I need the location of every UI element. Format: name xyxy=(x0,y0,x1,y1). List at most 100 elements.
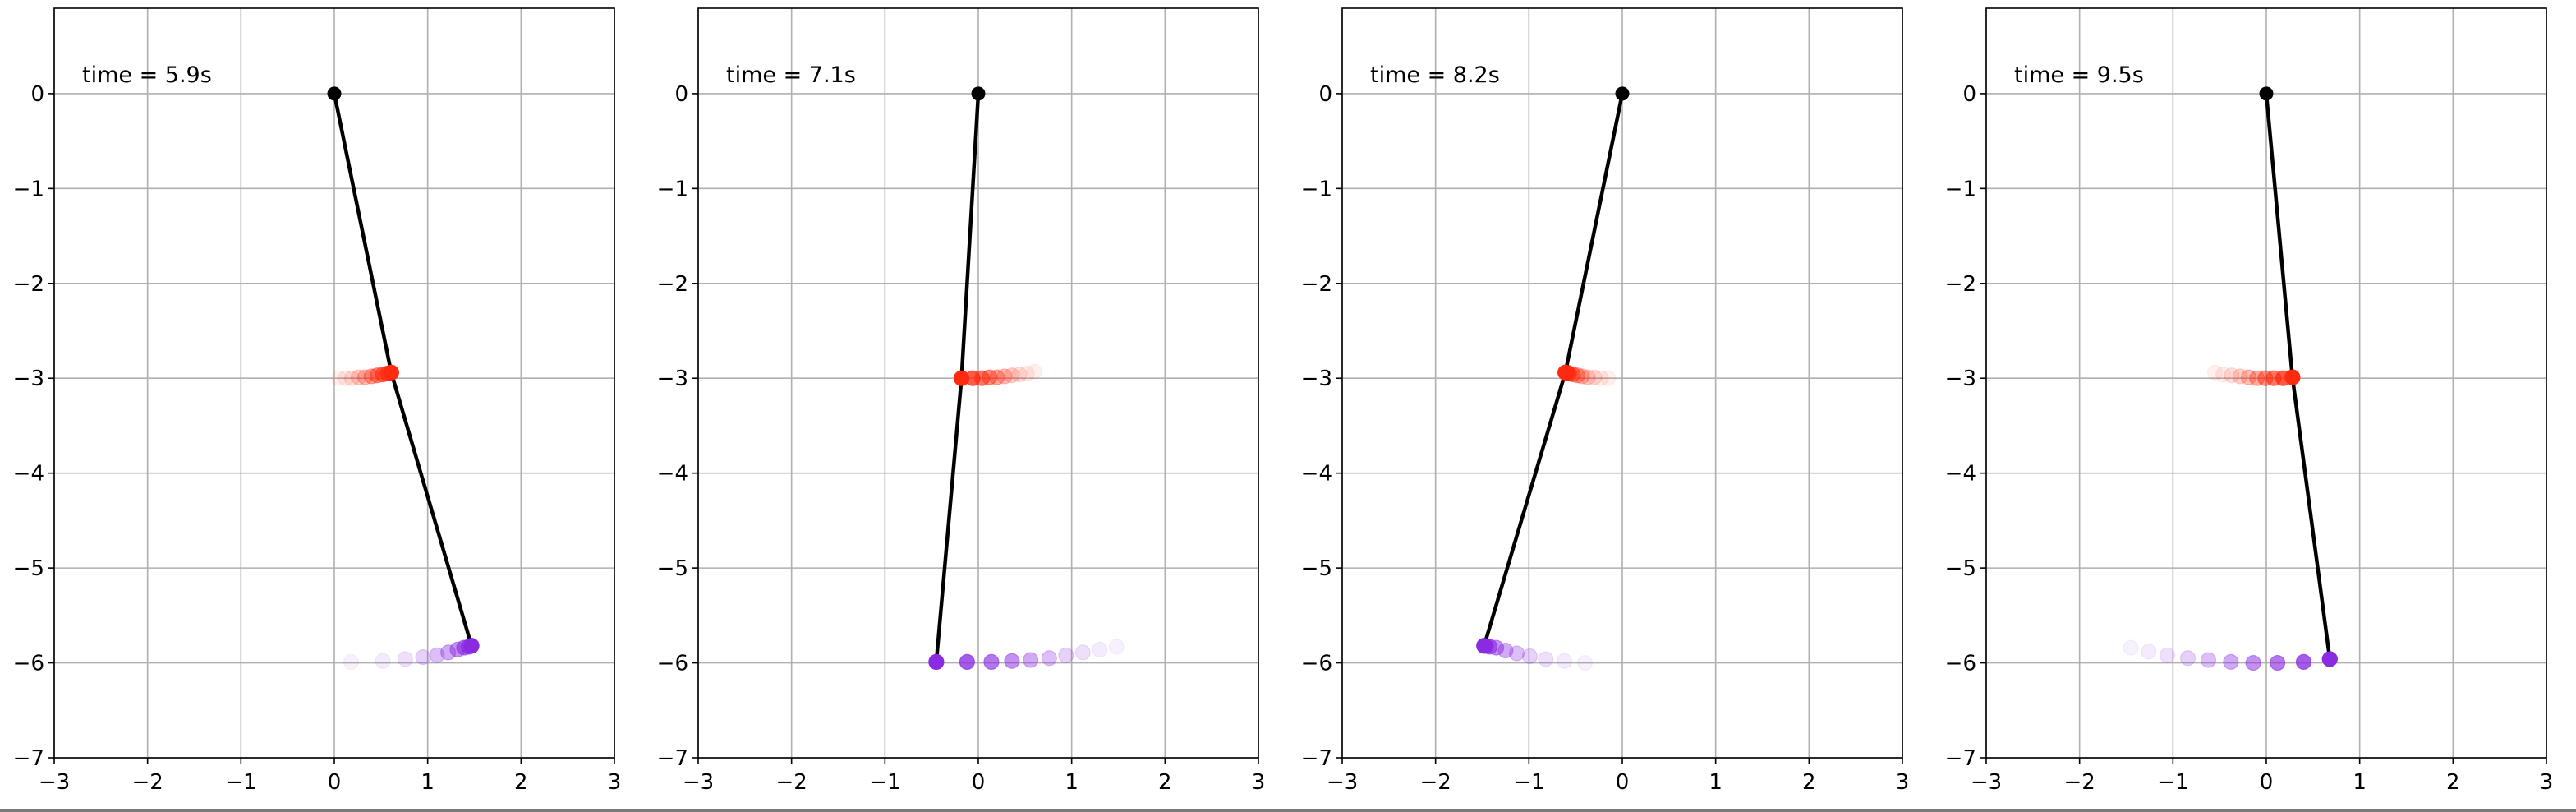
y-tick-label: −1 xyxy=(13,177,44,201)
mass2-trail-point xyxy=(2159,647,2176,663)
mass2-trail-point xyxy=(2123,639,2139,656)
mass2-trail-point xyxy=(1058,647,1074,663)
mass1-bob xyxy=(383,364,399,381)
x-tick-label: 1 xyxy=(1065,770,1079,795)
mass2-trail-point xyxy=(1074,644,1091,661)
y-tick-label: 0 xyxy=(1962,82,1976,107)
mass2-trail-point xyxy=(2141,644,2157,660)
x-tick-label: 3 xyxy=(2540,770,2554,795)
mass2-trail-point xyxy=(397,651,413,667)
time-annotation: time = 8.2s xyxy=(1370,62,1500,88)
upper-rod xyxy=(332,91,393,375)
mass2-trail-point xyxy=(1041,650,1057,667)
y-tick-label: −5 xyxy=(1945,556,1976,581)
y-tick-label: −3 xyxy=(1945,367,1976,391)
chart-panel-3: −3 −2 −1 0 1 2 3 0 −1 −2 −3 −4 −5 −6 −7 time = 8.2s xyxy=(1301,7,1910,795)
x-tick-label: −1 xyxy=(869,770,900,795)
pivot-point xyxy=(1615,86,1630,101)
upper-rod xyxy=(959,91,981,381)
mass2-trail-point xyxy=(1108,639,1125,655)
y-tick-label: −7 xyxy=(657,746,688,771)
mass1-trail-point xyxy=(331,370,347,386)
mass2-trail-point xyxy=(2200,652,2217,668)
y-tick-label: −6 xyxy=(13,652,44,676)
lower-rod xyxy=(389,371,474,648)
mass1-trail-point xyxy=(1600,370,1617,386)
x-tick-label: −1 xyxy=(2157,770,2188,795)
x-tick-label: 0 xyxy=(972,770,986,795)
x-tick-label: 0 xyxy=(1616,770,1630,795)
mass2-bob xyxy=(928,653,945,670)
x-tick-label: 0 xyxy=(328,770,342,795)
y-tick-label: −7 xyxy=(1945,746,1976,771)
mass2-trail-point xyxy=(1538,651,1554,667)
x-tick-label: −1 xyxy=(225,770,256,795)
x-tick-label: −2 xyxy=(1420,770,1451,795)
y-tick-label: −2 xyxy=(13,272,44,297)
y-tick-label: −6 xyxy=(1301,652,1332,676)
y-tick-label: −1 xyxy=(1945,177,1976,201)
y-tick-label: −6 xyxy=(657,652,688,676)
mass1-trail-point xyxy=(1019,365,1035,382)
mass2-trail-point xyxy=(1521,648,1539,665)
mass1-trail-point xyxy=(1011,367,1028,383)
mass2-trail-point xyxy=(1092,641,1108,657)
mass1-trail-point xyxy=(2206,364,2224,381)
y-tick-label: −4 xyxy=(1301,462,1332,487)
x-tick-label: 2 xyxy=(514,770,528,795)
mass1-trail-point xyxy=(1586,369,1603,385)
y-tick-label: −6 xyxy=(1945,652,1976,676)
y-tick-label: −4 xyxy=(1945,462,1976,487)
mass2-trail-point xyxy=(1023,652,1039,668)
mass1-bob xyxy=(2284,369,2301,385)
y-tick-label: −4 xyxy=(13,462,44,487)
y-tick-label: −3 xyxy=(657,367,688,391)
lower-rod xyxy=(934,376,964,664)
x-tick-label: −2 xyxy=(776,770,807,795)
mass1-trail-point xyxy=(2232,368,2248,385)
mass1-trail-point xyxy=(1004,367,1020,384)
x-tick-label: 3 xyxy=(1252,770,1266,795)
mass2-trail-point xyxy=(429,647,445,663)
mass2-trail-point xyxy=(1508,645,1525,662)
chart-panel-4: −3 −2 −1 0 1 2 3 0 −1 −2 −3 −4 −5 −6 −7 time = 9.5s xyxy=(1945,7,2554,795)
x-tick-label: −2 xyxy=(2064,770,2095,795)
mass2-trail-point xyxy=(415,649,431,666)
mass1-trail-point xyxy=(996,368,1013,385)
x-tick-label: −3 xyxy=(39,770,70,795)
mass1-trail-point xyxy=(338,370,354,386)
x-tick-label: 1 xyxy=(421,770,435,795)
window-bottom-border xyxy=(0,809,2576,812)
mass2-bob xyxy=(1476,638,1493,654)
x-tick-label: 2 xyxy=(1158,770,1172,795)
y-tick-label: −7 xyxy=(1301,746,1332,771)
y-tick-label: −5 xyxy=(13,556,44,581)
x-tick-label: −3 xyxy=(1971,770,2002,795)
mass1-trail-point xyxy=(2224,367,2240,384)
y-tick-label: −5 xyxy=(1301,556,1332,581)
x-tick-label: −2 xyxy=(132,770,163,795)
mass2-trail-point xyxy=(1556,653,1573,669)
mass2-trail-point xyxy=(2270,654,2286,671)
mass2-trail-point xyxy=(2245,654,2261,671)
y-tick-label: −3 xyxy=(1301,367,1332,391)
x-tick-label: 2 xyxy=(2446,770,2460,795)
mass1-trail-point xyxy=(1580,369,1596,385)
chart-panel-2: −3 −2 −1 0 1 2 3 0 −1 −2 −3 −4 −5 −6 −7 time = 7.1s xyxy=(657,7,1266,795)
x-tick-label: −1 xyxy=(1513,770,1544,795)
x-tick-label: −3 xyxy=(683,770,714,795)
y-tick-label: −1 xyxy=(657,177,688,201)
mass2-trail-point xyxy=(959,653,975,671)
y-tick-label: −7 xyxy=(13,746,44,771)
x-tick-label: 3 xyxy=(1896,770,1910,795)
lower-rod xyxy=(2290,375,2332,662)
mass2-trail-point xyxy=(2179,650,2196,667)
time-annotation: time = 9.5s xyxy=(2014,62,2144,88)
mass1-trail-point xyxy=(1593,370,1609,386)
x-tick-label: 1 xyxy=(1709,770,1723,795)
y-tick-label: −2 xyxy=(1945,272,1976,297)
x-tick-label: 1 xyxy=(2353,770,2367,795)
mass2-bob xyxy=(2321,651,2338,667)
mass2-trail-point xyxy=(343,653,360,671)
